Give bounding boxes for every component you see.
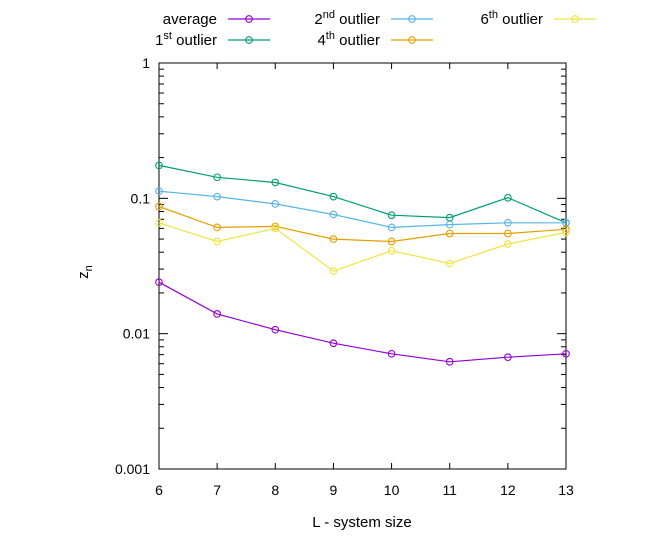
axes: 6 7 8 9 10 11 12 13 0.001 0.01 0.1 1 (115, 55, 574, 498)
data-point (562, 349, 570, 358)
y-tick-label: 0.01 (123, 326, 150, 342)
legend-entry: 6th outlier (480, 9, 596, 28)
legend-label: 2nd outlier (314, 9, 380, 28)
data-point (213, 223, 221, 232)
data-point (329, 210, 338, 219)
legend-label-superscript: nd (323, 9, 335, 21)
data-point (155, 187, 163, 196)
data-point (387, 211, 396, 220)
y-axis-label-main: z (75, 271, 92, 279)
legend-entry: 4th outlier (317, 30, 433, 49)
series-1st-outlier (155, 161, 570, 227)
data-point (329, 235, 338, 243)
legend-label: average (163, 11, 217, 28)
data-point (445, 220, 454, 229)
legend-label-superscript: th (326, 30, 335, 42)
legend-label: 1st outlier (155, 30, 217, 49)
series-line (158, 164, 567, 224)
legend-marker (408, 36, 416, 44)
series-line (158, 190, 566, 229)
data-point (155, 218, 163, 227)
x-tick-label: 6 (155, 482, 163, 498)
legend-entry: 1st outlier (155, 30, 270, 49)
data-point (504, 240, 512, 248)
data-point (213, 173, 221, 182)
data-point (155, 278, 163, 287)
data-point (504, 353, 512, 362)
data-point (387, 246, 396, 255)
legend-marker (245, 36, 253, 44)
data-point (445, 229, 454, 238)
data-point (213, 192, 221, 201)
series-2nd-outlier (155, 187, 570, 232)
x-tick-label: 13 (558, 482, 574, 498)
data-point (271, 200, 280, 208)
legend-label-superscript: st (163, 30, 172, 42)
data-point (504, 218, 512, 227)
data-point (387, 237, 396, 246)
legend-label-main: 2 (314, 11, 322, 28)
data-point (504, 229, 512, 238)
series-line (158, 222, 567, 272)
plot-frame (158, 62, 567, 470)
data-point (155, 161, 163, 170)
data-point (155, 202, 163, 211)
legend-label-main: 1 (155, 32, 163, 49)
x-tick-label: 8 (271, 482, 279, 498)
x-tick-label: 7 (213, 482, 221, 498)
x-axis-label: L - system size (312, 514, 411, 531)
data-point (213, 310, 221, 318)
series-average (155, 278, 570, 366)
legend-marker (571, 15, 579, 23)
data-point (445, 259, 454, 268)
x-tick-label: 11 (442, 482, 457, 498)
data-point (271, 178, 280, 187)
legend-label: 6th outlier (480, 9, 543, 28)
data-point (329, 192, 338, 201)
legend-entry: 2nd outlier (314, 9, 433, 28)
data-point (387, 349, 396, 358)
y-tick-label: 0.001 (115, 461, 150, 477)
data-point (329, 339, 338, 348)
series-4th-outlier (155, 202, 570, 246)
series-line (158, 205, 567, 243)
x-tick-label: 12 (500, 482, 516, 498)
data-point (271, 325, 280, 334)
series-line (158, 281, 567, 363)
series-6th-outlier (155, 218, 570, 275)
y-axis-label-subscript: n (83, 265, 95, 271)
data-point (562, 228, 570, 237)
legend-label-main: average (163, 11, 217, 28)
legend-label-main: 4 (317, 32, 325, 49)
legend-label-superscript: th (489, 9, 498, 21)
legend-marker (408, 15, 416, 23)
legend-label-main: 6 (480, 11, 488, 28)
legend-entry: average (163, 11, 270, 28)
legend-label-rest: outlier (498, 11, 543, 28)
legend-label-rest: outlier (172, 32, 217, 49)
data-point (329, 267, 338, 275)
legend-label-rest: outlier (335, 32, 380, 49)
data-point (387, 223, 396, 232)
x-tick-label: 9 (330, 482, 338, 498)
data-point (445, 357, 454, 366)
y-tick-label: 1 (142, 55, 150, 71)
data-point (504, 193, 512, 202)
data-point (213, 237, 221, 246)
y-axis-label: zn (75, 265, 95, 279)
legend-label: 4th outlier (317, 30, 380, 49)
legend-marker (245, 15, 253, 23)
y-tick-label: 0.1 (131, 190, 151, 206)
legend-label-rest: outlier (335, 11, 380, 28)
series-layer (155, 161, 570, 366)
data-point (271, 224, 280, 233)
x-tick-label: 10 (384, 482, 400, 498)
